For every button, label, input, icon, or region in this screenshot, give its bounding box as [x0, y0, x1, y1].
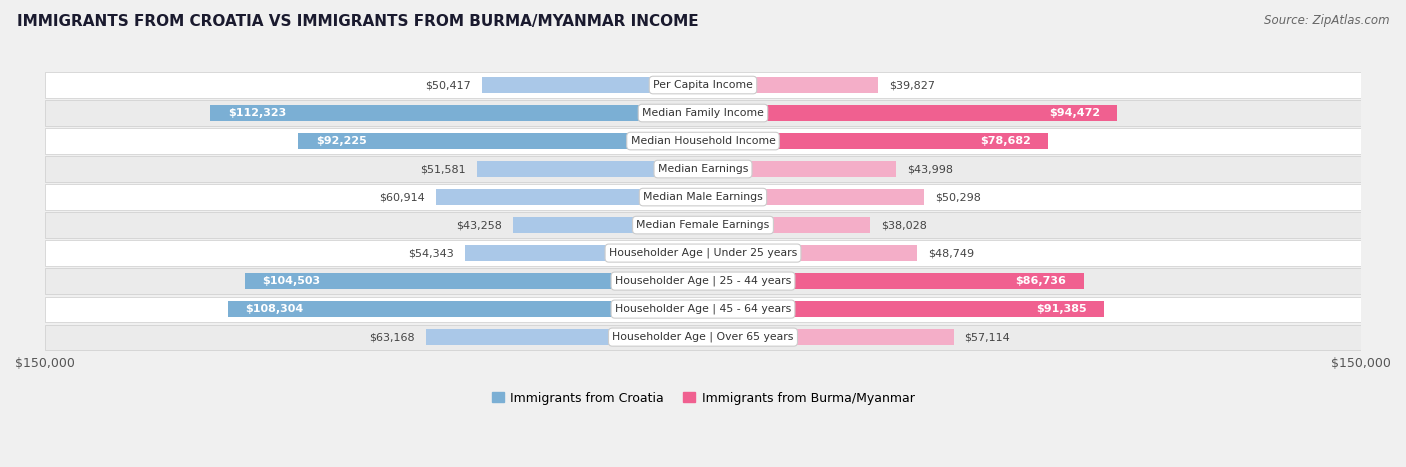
Bar	[436, 190, 703, 205]
Bar	[703, 273, 1084, 289]
Text: Median Earnings: Median Earnings	[658, 164, 748, 174]
Bar	[45, 72, 1361, 98]
Bar	[703, 78, 877, 93]
Text: Per Capita Income: Per Capita Income	[652, 80, 754, 90]
Text: IMMIGRANTS FROM CROATIA VS IMMIGRANTS FROM BURMA/MYANMAR INCOME: IMMIGRANTS FROM CROATIA VS IMMIGRANTS FR…	[17, 14, 699, 29]
Text: Median Family Income: Median Family Income	[643, 108, 763, 118]
Text: $63,168: $63,168	[370, 332, 415, 342]
Text: $51,581: $51,581	[420, 164, 465, 174]
Text: Median Male Earnings: Median Male Earnings	[643, 192, 763, 202]
Text: Median Female Earnings: Median Female Earnings	[637, 220, 769, 230]
Bar	[703, 245, 917, 261]
Text: $91,385: $91,385	[1036, 304, 1087, 314]
Bar	[45, 100, 1361, 126]
Text: $38,028: $38,028	[880, 220, 927, 230]
Bar	[298, 134, 703, 149]
Text: $50,417: $50,417	[425, 80, 471, 90]
Text: $54,343: $54,343	[408, 248, 454, 258]
Bar	[245, 273, 703, 289]
Legend: Immigrants from Croatia, Immigrants from Burma/Myanmar: Immigrants from Croatia, Immigrants from…	[486, 387, 920, 410]
Bar	[703, 134, 1049, 149]
Bar	[703, 301, 1104, 317]
Text: Householder Age | 25 - 44 years: Householder Age | 25 - 44 years	[614, 276, 792, 286]
Bar	[211, 106, 703, 121]
Bar	[45, 325, 1361, 350]
Bar	[426, 329, 703, 345]
Text: Householder Age | 45 - 64 years: Householder Age | 45 - 64 years	[614, 304, 792, 314]
Text: $43,998: $43,998	[907, 164, 953, 174]
Bar	[703, 162, 896, 177]
Text: $104,503: $104,503	[262, 276, 321, 286]
Text: $39,827: $39,827	[889, 80, 935, 90]
Bar	[45, 212, 1361, 238]
Bar	[477, 162, 703, 177]
Bar	[45, 269, 1361, 294]
Text: $92,225: $92,225	[316, 136, 367, 146]
Text: $94,472: $94,472	[1049, 108, 1099, 118]
Text: Source: ZipAtlas.com: Source: ZipAtlas.com	[1264, 14, 1389, 27]
Text: $60,914: $60,914	[380, 192, 425, 202]
Text: Median Household Income: Median Household Income	[630, 136, 776, 146]
Bar	[482, 78, 703, 93]
Text: Householder Age | Over 65 years: Householder Age | Over 65 years	[612, 332, 794, 342]
Bar	[45, 241, 1361, 266]
Text: $78,682: $78,682	[980, 136, 1031, 146]
Bar	[513, 217, 703, 233]
Text: $43,258: $43,258	[457, 220, 502, 230]
Bar	[45, 184, 1361, 210]
Text: $50,298: $50,298	[935, 192, 980, 202]
Text: Householder Age | Under 25 years: Householder Age | Under 25 years	[609, 248, 797, 258]
Text: $48,749: $48,749	[928, 248, 974, 258]
Bar	[45, 297, 1361, 322]
Text: $112,323: $112,323	[228, 108, 285, 118]
Bar	[464, 245, 703, 261]
Bar	[703, 329, 953, 345]
Text: $57,114: $57,114	[965, 332, 1011, 342]
Text: $86,736: $86,736	[1015, 276, 1066, 286]
Text: $108,304: $108,304	[246, 304, 304, 314]
Bar	[703, 217, 870, 233]
Bar	[228, 301, 703, 317]
Bar	[703, 106, 1118, 121]
Bar	[45, 128, 1361, 154]
Bar	[45, 156, 1361, 182]
Bar	[703, 190, 924, 205]
